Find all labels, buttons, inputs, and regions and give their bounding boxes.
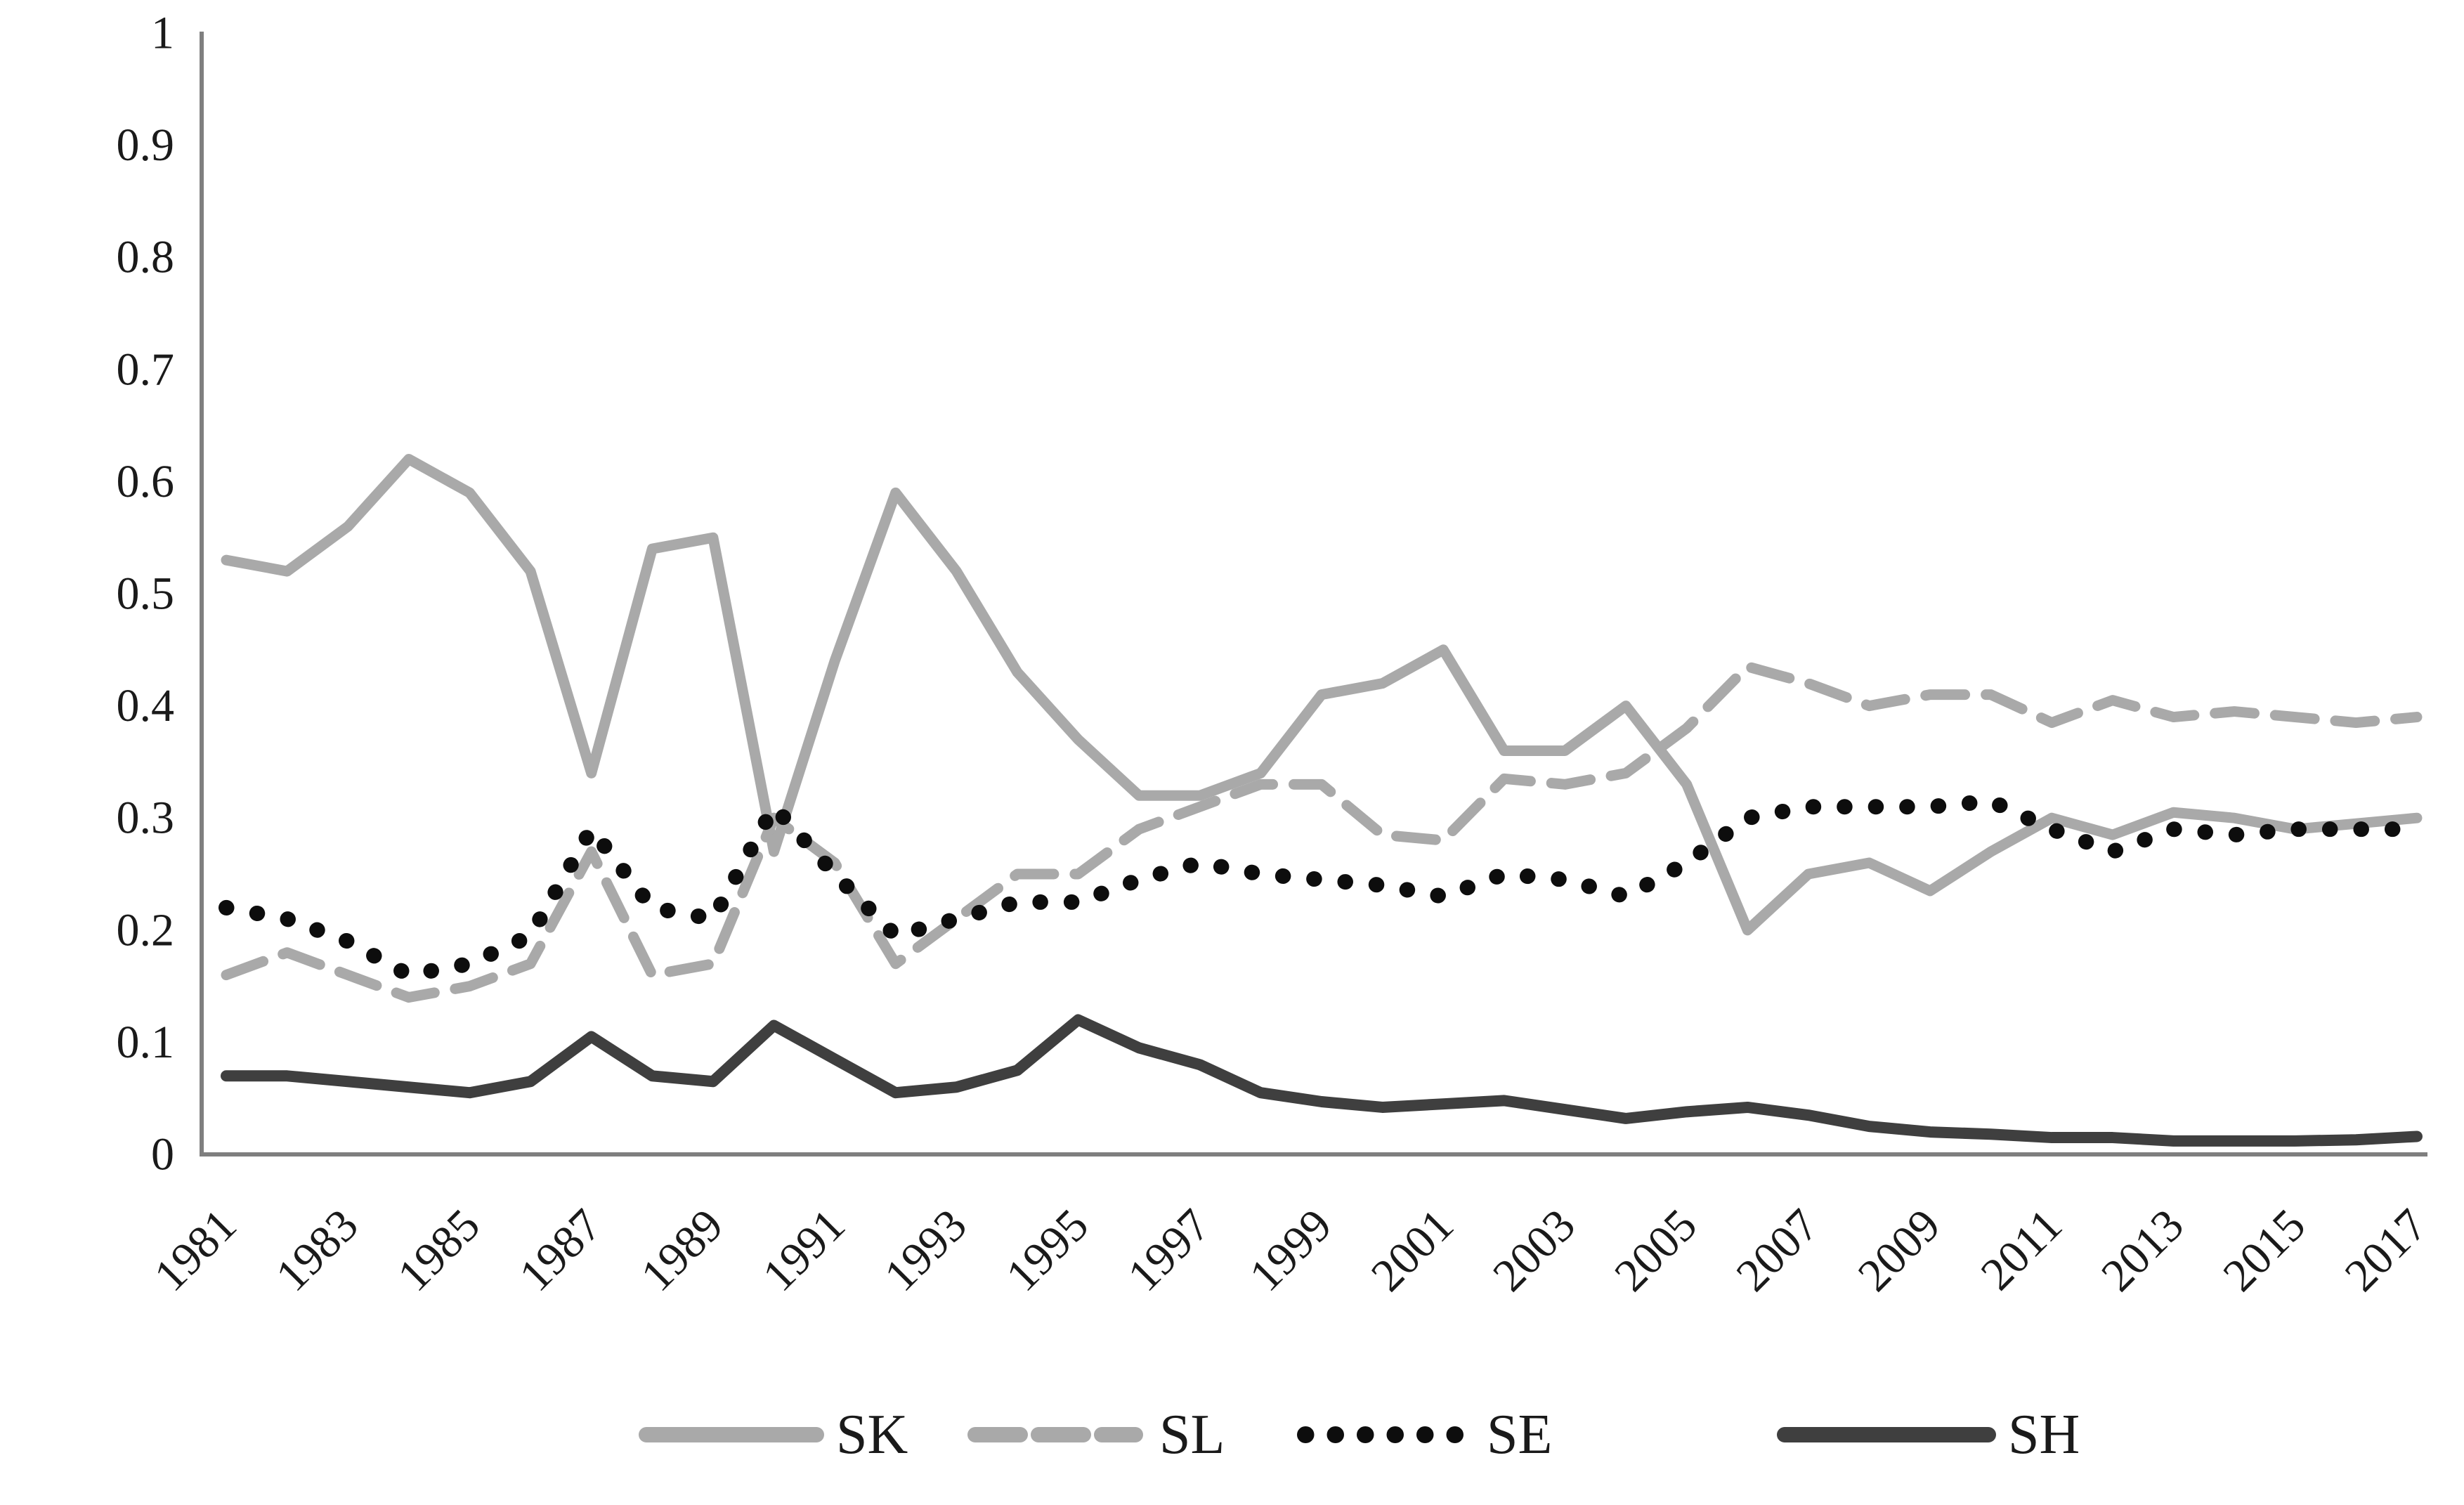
y-axis-tick-label: 0.6 (117, 456, 175, 507)
x-axis-tick-label: 2007 (1727, 1199, 1829, 1301)
y-axis-tick-label: 0.7 (117, 344, 175, 395)
y-axis-tick-label: 0.5 (117, 568, 175, 620)
x-axis-tick-label: 1985 (388, 1199, 490, 1301)
x-axis-tick-label: 2001 (1362, 1199, 1464, 1301)
y-axis-tick-label: 0.4 (117, 680, 175, 731)
x-axis-tick-label: 1983 (266, 1199, 368, 1301)
x-axis-tick-label: 2015 (2213, 1199, 2315, 1301)
x-axis-tick-label: 1981 (145, 1199, 247, 1301)
legend-label-SK: SK (836, 1404, 908, 1466)
legend-label-SE: SE (1487, 1404, 1552, 1466)
x-axis-tick-label: 1991 (753, 1199, 855, 1301)
series-SH-line (221, 1014, 2423, 1147)
x-axis-tick-label: 2009 (1849, 1199, 1950, 1301)
x-axis-tick-label: 2011 (1971, 1199, 2072, 1300)
legend-label-SH: SH (2008, 1404, 2080, 1466)
x-axis-tick-label: 1993 (875, 1199, 977, 1301)
x-axis-tick-label: 2013 (2092, 1199, 2194, 1301)
y-axis-tick-label: 0.1 (117, 1017, 175, 1068)
x-axis-tick-label: 1997 (1118, 1199, 1220, 1301)
series-SL-line (221, 661, 2423, 1003)
y-axis-tick-label: 0.9 (117, 119, 175, 171)
legend-label-SL: SL (1159, 1404, 1225, 1466)
x-axis-tick-label: 1999 (1240, 1199, 1342, 1301)
x-axis-tick-label: 1987 (509, 1199, 611, 1301)
y-axis-tick-label: 0 (151, 1129, 174, 1180)
series-SE-line (219, 793, 2425, 983)
series-SK-line (221, 453, 2423, 936)
x-axis-tick-label: 1995 (996, 1199, 1098, 1301)
x-axis-tick-label: 2003 (1483, 1199, 1585, 1301)
y-axis-tick-label: 1 (151, 8, 174, 59)
y-axis-tick-label: 0.3 (117, 793, 175, 844)
x-axis-tick-label: 2005 (1605, 1199, 1707, 1301)
y-axis-tick-label: 0.8 (117, 232, 175, 283)
axes (200, 32, 2427, 1157)
x-axis-tick-label: 1989 (632, 1199, 734, 1301)
x-axis-tick-label: 2017 (2335, 1199, 2437, 1301)
y-axis-tick-label: 0.2 (117, 904, 175, 956)
